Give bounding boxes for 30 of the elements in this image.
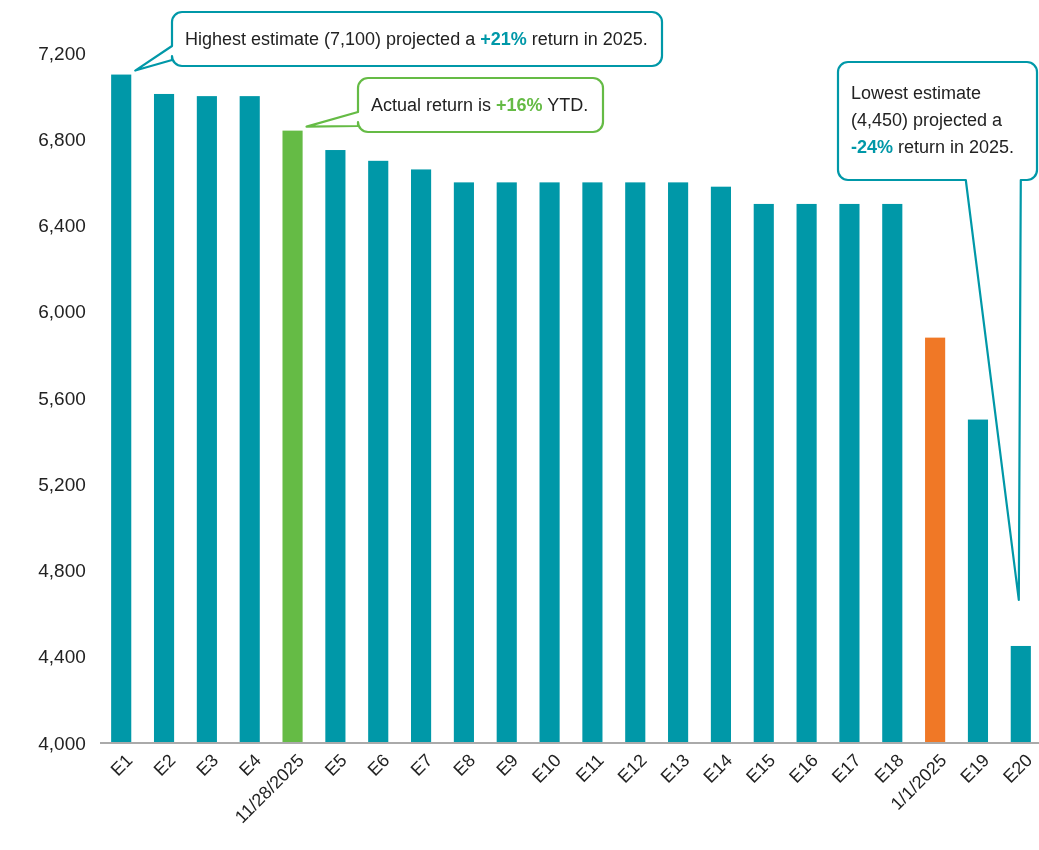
x-tick-label: E6	[363, 750, 394, 780]
x-tick-label: E7	[406, 750, 437, 780]
y-tick-label: 6,400	[38, 215, 86, 237]
y-tick-label: 5,600	[38, 387, 86, 409]
x-tick-label: E16	[785, 750, 822, 787]
x-tick-label: E15	[742, 750, 780, 787]
y-tick-label: 7,200	[38, 42, 86, 64]
annotation: Lowest estimate (4,450) projected a -24% return in 2025.	[851, 83, 1015, 158]
x-tick-label: E14	[699, 750, 737, 787]
x-tick-label: E17	[827, 750, 865, 787]
x-tick-label: E1	[106, 750, 137, 780]
x-tick-label: E5	[320, 750, 351, 780]
y-tick-label: 4,000	[38, 732, 86, 754]
y-tick-label: 6,800	[38, 128, 86, 150]
x-tick-label: E3	[192, 750, 223, 780]
x-tick-label: E9	[492, 750, 523, 780]
x-tick-label: E20	[999, 750, 1037, 787]
annotation: Actual return is +16% YTD.	[371, 95, 589, 116]
x-tick-label: E19	[956, 750, 994, 787]
x-tick-label: E13	[656, 750, 694, 787]
y-tick-label: 4,400	[38, 646, 86, 668]
y-tick-label: 4,800	[38, 560, 86, 582]
x-tick-label: E10	[528, 750, 565, 787]
x-tick-label: E8	[449, 750, 480, 780]
y-tick-label: 6,000	[38, 301, 86, 323]
x-tick-label: E12	[613, 750, 651, 787]
x-tick-label: E11	[571, 750, 608, 786]
text: Highest estimate (7,100) projected a +21% return in 2025.	[185, 29, 648, 50]
y-tick-label: 5,200	[38, 473, 86, 495]
x-tick-label: E2	[149, 750, 180, 780]
